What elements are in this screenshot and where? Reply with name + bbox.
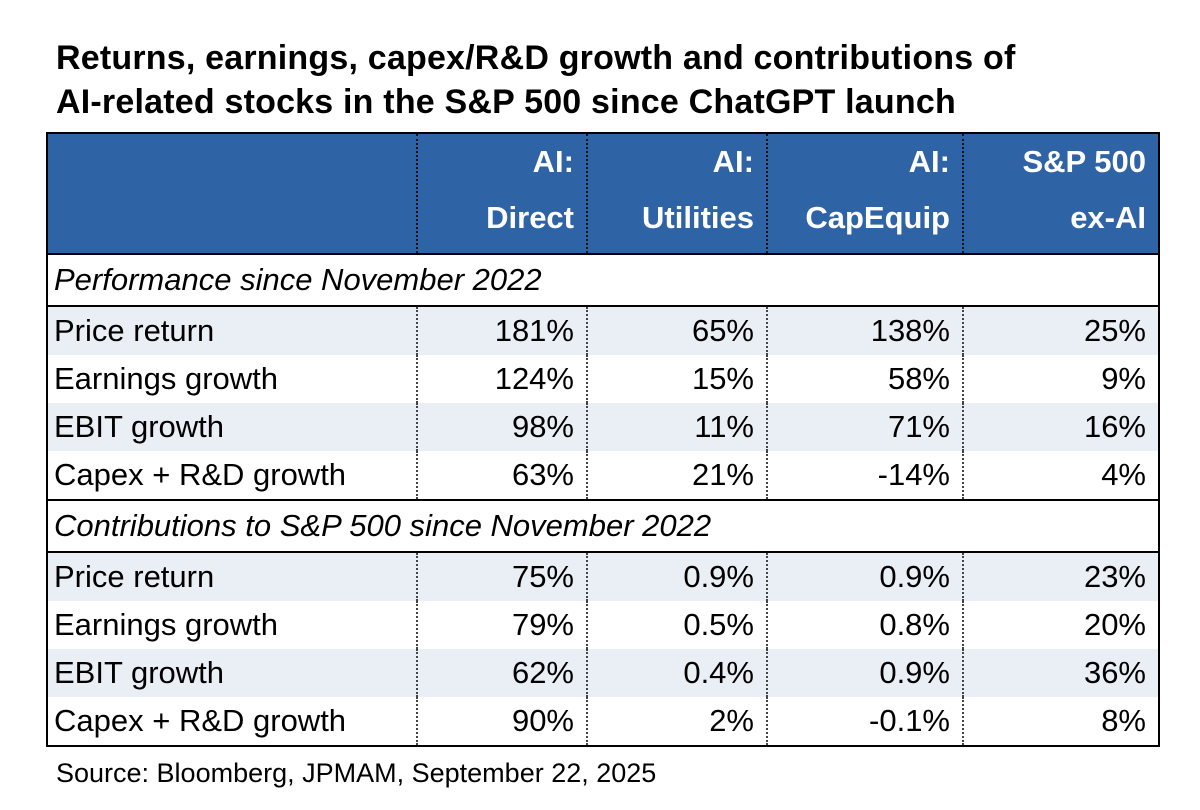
- header-line-2: Utilities: [642, 200, 754, 235]
- header-line-2: Direct: [486, 200, 574, 235]
- cell-value: 9%: [962, 355, 1159, 403]
- row-label: Earnings growth: [47, 601, 417, 649]
- header-ai-utilities: AI: Utilities: [586, 133, 767, 254]
- header-line-1: AI:: [532, 144, 574, 179]
- header-ai-capequip: AI: CapEquip: [766, 133, 963, 254]
- cell-value: 0.5%: [586, 601, 767, 649]
- table-row: Price return 181% 65% 138% 25%: [47, 306, 1159, 355]
- cell-value: 0.9%: [766, 649, 963, 697]
- cell-value: 75%: [416, 552, 587, 601]
- cell-value: 90%: [416, 697, 587, 746]
- header-line-2: ex-AI: [1070, 200, 1146, 235]
- section-heading: Contributions to S&P 500 since November …: [47, 499, 1159, 553]
- cell-value: 2%: [586, 697, 767, 746]
- cell-value: 0.9%: [586, 552, 767, 601]
- cell-value: 21%: [586, 451, 767, 500]
- cell-value: 98%: [416, 403, 587, 451]
- table-row: Capex + R&D growth 90% 2% -0.1% 8%: [47, 697, 1159, 746]
- cell-value: 62%: [416, 649, 587, 697]
- header-line-1: AI:: [712, 144, 754, 179]
- header-line-2: CapEquip: [805, 200, 950, 235]
- table-row: Earnings growth 79% 0.5% 0.8% 20%: [47, 601, 1159, 649]
- title-line-1: Returns, earnings, capex/R&D growth and …: [56, 39, 1016, 77]
- cell-value: 20%: [962, 601, 1159, 649]
- chart-title: Returns, earnings, capex/R&D growth and …: [56, 36, 1166, 124]
- section-heading: Performance since November 2022: [47, 253, 1159, 307]
- header-sp500-ex-ai: S&P 500 ex-AI: [962, 133, 1159, 254]
- cell-value: 36%: [962, 649, 1159, 697]
- table-row: Price return 75% 0.9% 0.9% 23%: [47, 552, 1159, 601]
- cell-value: 4%: [962, 451, 1159, 500]
- section-performance: Performance since November 2022: [47, 253, 1159, 307]
- cell-value: 0.8%: [766, 601, 963, 649]
- cell-value: 23%: [962, 552, 1159, 601]
- row-label: EBIT growth: [47, 403, 417, 451]
- row-label: EBIT growth: [47, 649, 417, 697]
- row-label: Capex + R&D growth: [47, 697, 417, 746]
- data-table: AI: Direct AI: Utilities AI: CapEquip S&…: [46, 132, 1160, 747]
- row-label: Capex + R&D growth: [47, 451, 417, 500]
- cell-value: 71%: [766, 403, 963, 451]
- title-line-2: AI-related stocks in the S&P 500 since C…: [56, 83, 956, 121]
- header-row: AI: Direct AI: Utilities AI: CapEquip S&…: [47, 133, 1159, 254]
- section-contributions: Contributions to S&P 500 since November …: [47, 499, 1159, 553]
- cell-value: 79%: [416, 601, 587, 649]
- source-note: Source: Bloomberg, JPMAM, September 22, …: [56, 758, 657, 788]
- table-row: Capex + R&D growth 63% 21% -14% 4%: [47, 451, 1159, 500]
- table-row: Earnings growth 124% 15% 58% 9%: [47, 355, 1159, 403]
- header-ai-direct: AI: Direct: [416, 133, 587, 254]
- row-label: Price return: [47, 552, 417, 601]
- cell-value: 181%: [416, 306, 587, 355]
- table-row: EBIT growth 62% 0.4% 0.9% 36%: [47, 649, 1159, 697]
- table-row: EBIT growth 98% 11% 71% 16%: [47, 403, 1159, 451]
- cell-value: 11%: [586, 403, 767, 451]
- cell-value: 15%: [586, 355, 767, 403]
- cell-value: -14%: [766, 451, 963, 500]
- cell-value: 25%: [962, 306, 1159, 355]
- header-line-1: S&P 500: [1022, 144, 1146, 179]
- cell-value: 0.9%: [766, 552, 963, 601]
- row-label: Price return: [47, 306, 417, 355]
- cell-value: 58%: [766, 355, 963, 403]
- cell-value: 124%: [416, 355, 587, 403]
- cell-value: 65%: [586, 306, 767, 355]
- cell-value: 8%: [962, 697, 1159, 746]
- header-line-1: AI:: [908, 144, 950, 179]
- header-blank-cell: [47, 133, 417, 254]
- cell-value: 16%: [962, 403, 1159, 451]
- row-label: Earnings growth: [47, 355, 417, 403]
- cell-value: 138%: [766, 306, 963, 355]
- cell-value: -0.1%: [766, 697, 963, 746]
- cell-value: 0.4%: [586, 649, 767, 697]
- cell-value: 63%: [416, 451, 587, 500]
